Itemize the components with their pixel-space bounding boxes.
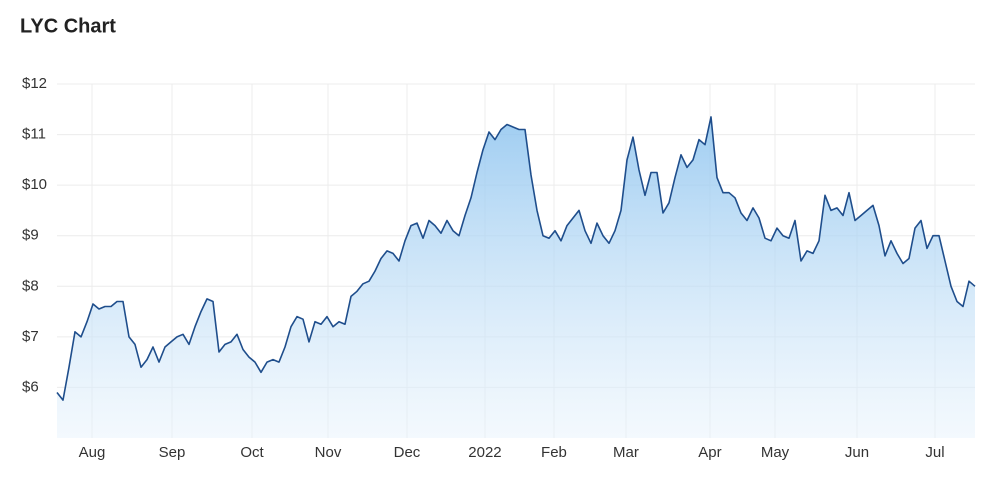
- line: [56, 116, 976, 401]
- y-tick-label: $7: [22, 328, 39, 345]
- x-tick-label: Sep: [159, 444, 186, 461]
- x-tick-label: Jun: [845, 444, 869, 461]
- y-tick-label: $11: [22, 126, 46, 143]
- y-tick-label: $10: [22, 176, 47, 193]
- y-tick-label: $6: [22, 378, 39, 395]
- chart-title: LYC Chart: [20, 15, 116, 37]
- x-tick-label: Oct: [240, 444, 264, 461]
- x-tick-label: Dec: [394, 444, 421, 461]
- x-tick-label: Jul: [925, 444, 944, 461]
- x-tick-label: 2022: [468, 444, 501, 461]
- x-tick-label: May: [761, 444, 790, 461]
- y-tick-label: $9: [22, 227, 39, 244]
- x-tick-label: Mar: [613, 444, 639, 461]
- x-tick-label: Aug: [79, 444, 106, 461]
- area: [57, 116, 975, 439]
- x-tick-label: Apr: [698, 444, 721, 461]
- y-tick-label: $12: [22, 75, 47, 92]
- x-tick-label: Feb: [541, 444, 567, 461]
- y-tick-label: $8: [22, 277, 39, 294]
- x-tick-label: Nov: [315, 444, 342, 461]
